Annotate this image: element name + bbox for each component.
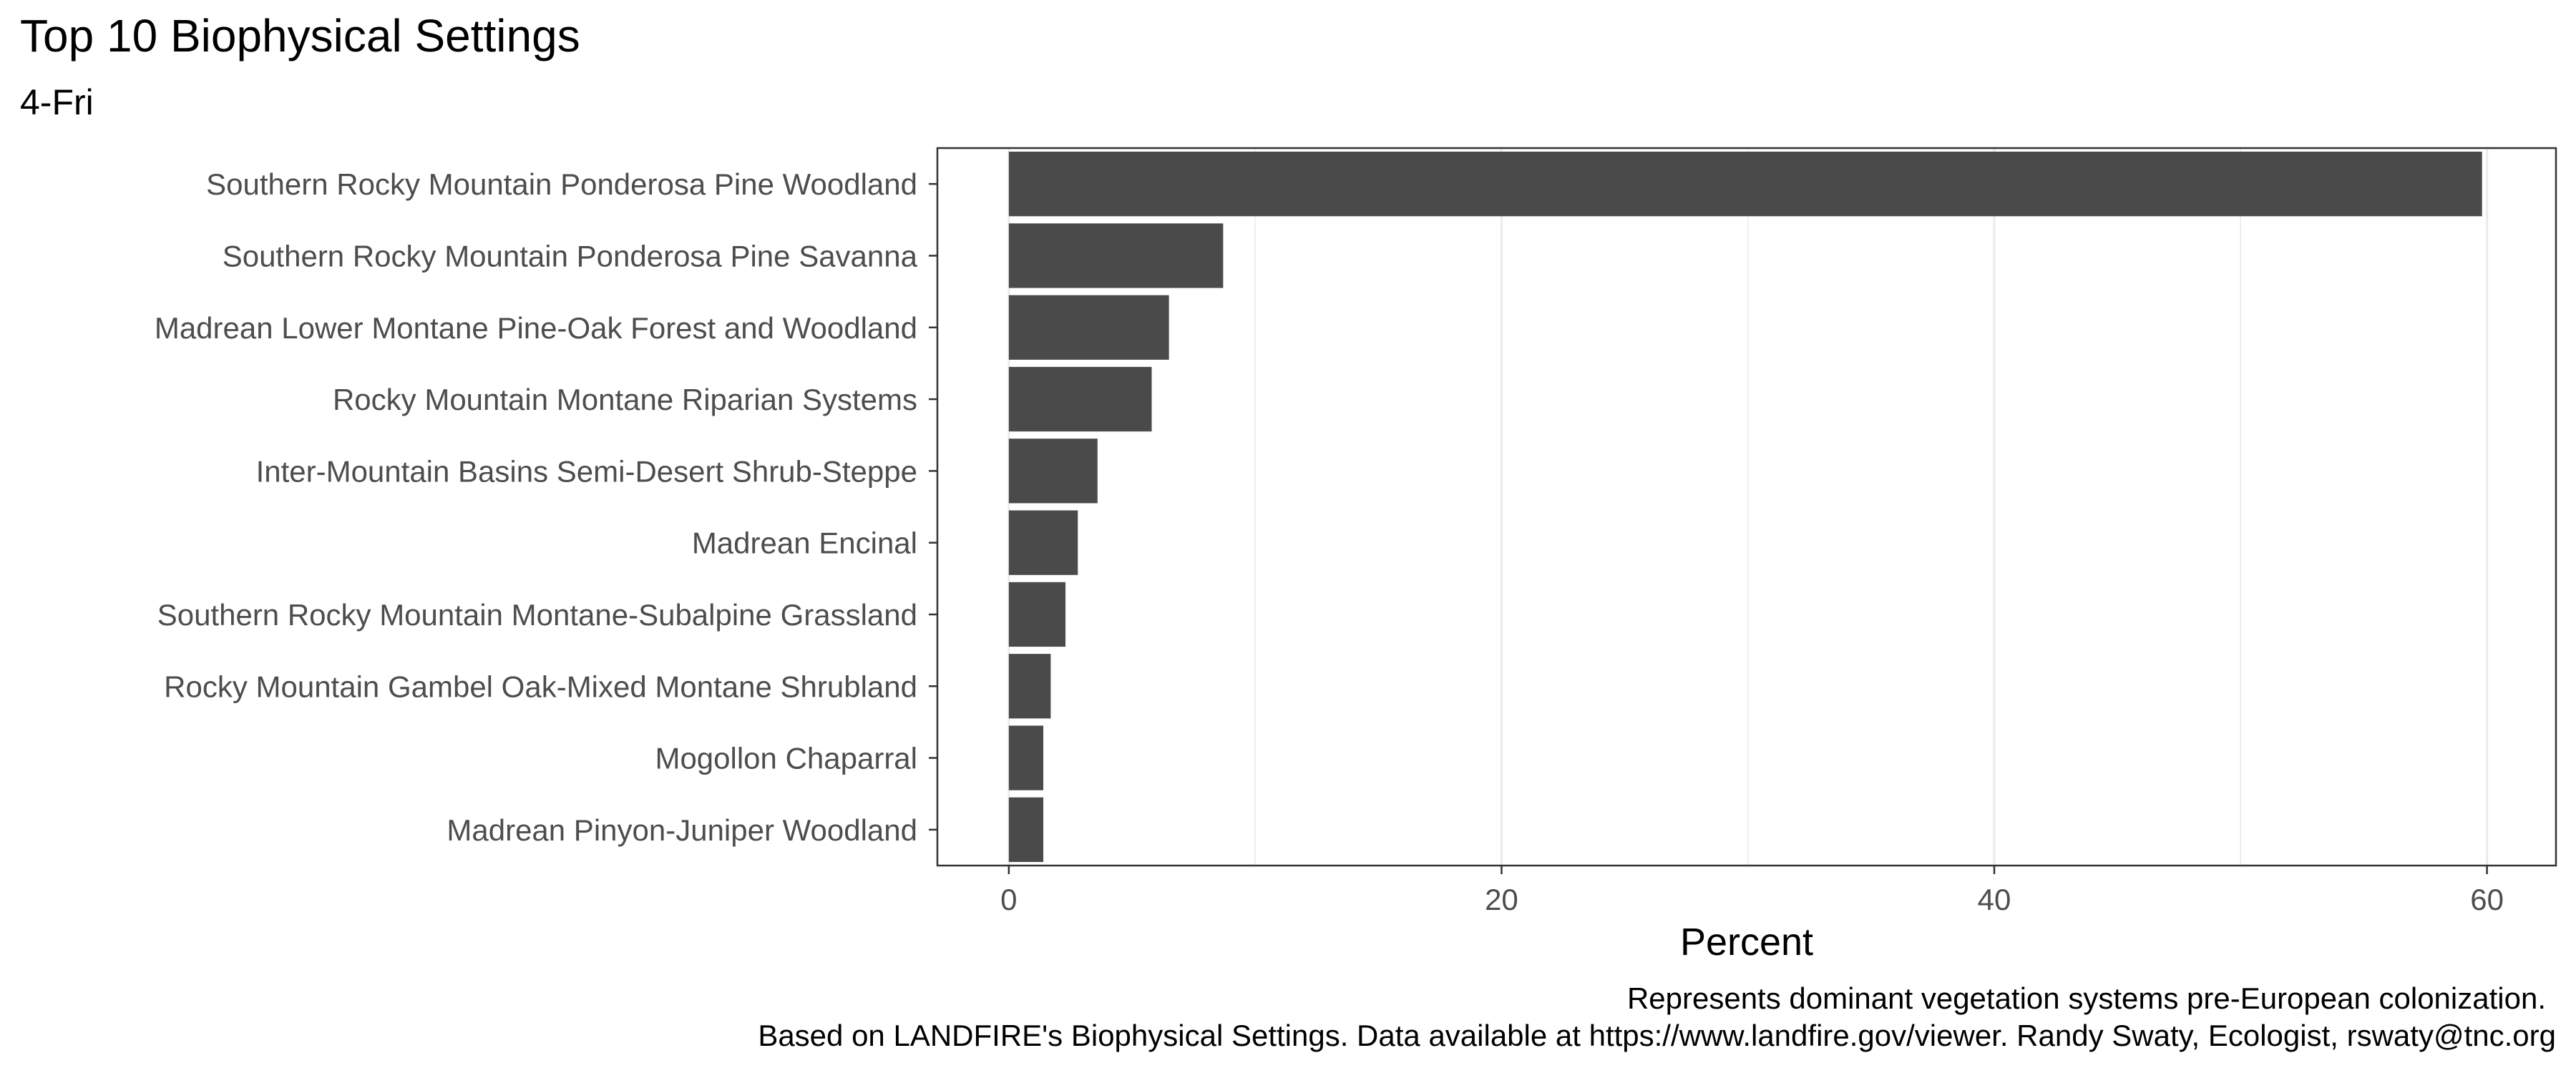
y-tick-label: Southern Rocky Mountain Montane-Subalpin… [157,598,917,632]
x-tick-label: 20 [1485,883,1518,916]
x-axis-label: Percent [1680,921,1813,964]
y-tick-label: Southern Rocky Mountain Ponderosa Pine S… [223,239,918,273]
caption-line-1: Represents dominant vegetation systems p… [1627,981,2546,1015]
bar-3 [1008,295,1169,360]
plot-border [936,147,2557,867]
x-axis: 0 20 40 60 [1000,866,2504,916]
bars [1008,152,2482,862]
y-tick-label: Madrean Pinyon-Juniper Woodland [447,813,917,847]
y-tick-label: Madrean Lower Montane Pine-Oak Forest an… [155,311,917,345]
chart-subtitle: 4-Fri [20,82,94,122]
bar-4 [1008,366,1152,432]
bar-8 [1008,654,1051,719]
bar-10 [1008,797,1044,862]
y-tick-label: Inter-Mountain Basins Semi-Desert Shrub-… [256,454,917,488]
x-tick-label: 40 [1978,883,2011,916]
y-tick-label: Rocky Mountain Montane Riparian Systems [333,383,917,416]
bar-6 [1008,510,1078,575]
bar-9 [1008,725,1044,790]
bar-1 [1008,152,2482,217]
caption-line-2: Based on LANDFIRE's Biophysical Settings… [758,1019,2556,1052]
x-tick-label: 0 [1000,883,1017,916]
bar-7 [1008,582,1066,647]
y-tick-label: Rocky Mountain Gambel Oak-Mixed Montane … [164,670,917,703]
y-axis: Southern Rocky Mountain Ponderosa Pine W… [155,167,937,847]
bar-5 [1008,438,1098,504]
y-tick-label: Mogollon Chaparral [655,742,917,775]
y-tick-label: Southern Rocky Mountain Ponderosa Pine W… [206,167,917,201]
y-tick-label: Madrean Encinal [692,526,917,560]
chart-title: Top 10 Biophysical Settings [20,10,580,62]
x-tick-label: 60 [2470,883,2504,916]
bar-2 [1008,223,1224,288]
